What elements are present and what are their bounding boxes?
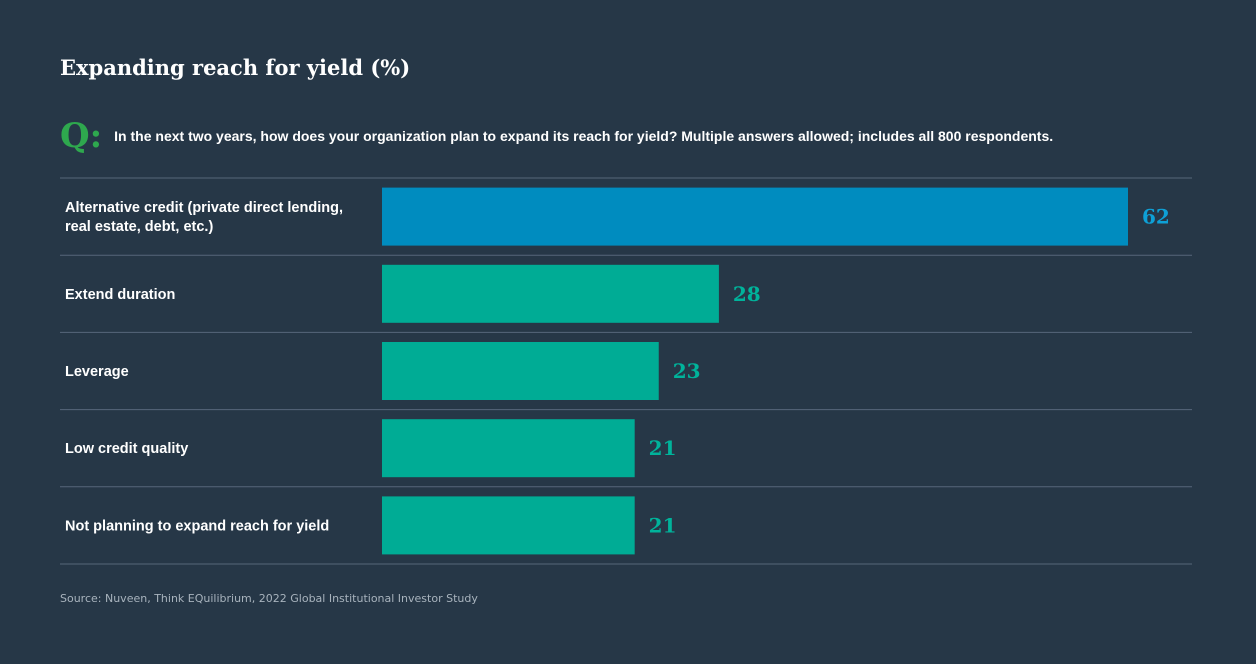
question-text: In the next two years, how does your org… [114, 128, 1054, 144]
data-label: 21 [649, 436, 677, 460]
category-label: Not planning to expand reach for yield [65, 518, 329, 534]
data-label: 62 [1142, 205, 1170, 229]
category-label: Leverage [65, 364, 129, 380]
bar [382, 419, 635, 478]
bar [382, 496, 635, 555]
category-label: Extend duration [65, 287, 175, 303]
data-label: 23 [673, 359, 701, 383]
bar [382, 264, 719, 323]
category-label: real estate, debt, etc.) [65, 219, 213, 235]
data-label: 28 [733, 282, 761, 306]
source-note: Source: Nuveen, Think EQuilibrium, 2022 … [60, 592, 478, 605]
bar [382, 342, 659, 400]
question-marker: Q: [60, 116, 103, 156]
category-label: Alternative credit (private direct lendi… [65, 200, 343, 216]
category-label: Low credit quality [65, 441, 188, 457]
chart-title: Expanding reach for yield (%) [60, 55, 411, 80]
question-row: Q: In the next two years, how does your … [60, 114, 1053, 158]
data-label: 21 [649, 513, 677, 537]
bar [382, 187, 1128, 246]
